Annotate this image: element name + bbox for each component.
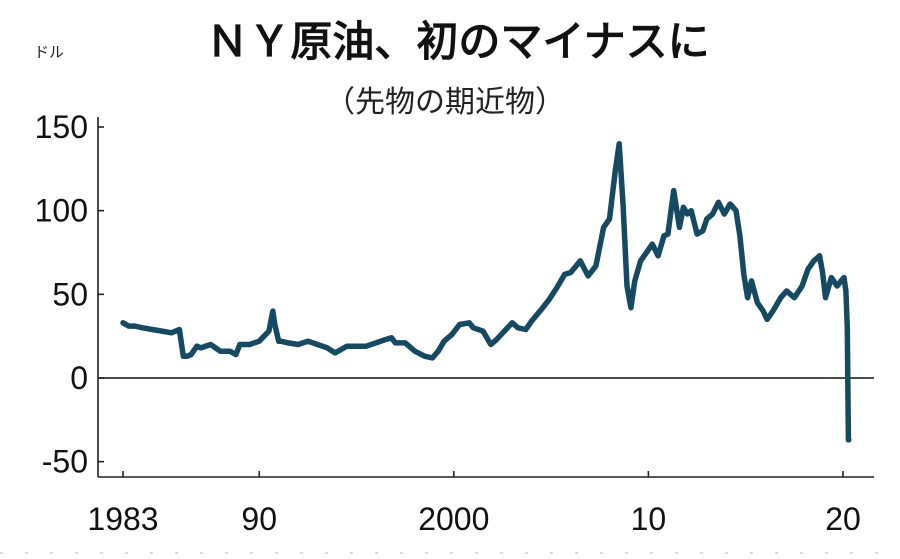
y-axis-ticks: 150 100 50 0 -50 xyxy=(35,109,104,480)
x-tick-label: 90 xyxy=(241,501,277,537)
y-axis-unit-label: ドル xyxy=(34,43,64,61)
x-tick-label: 20 xyxy=(825,501,861,537)
x-tick-label: 1983 xyxy=(87,501,158,537)
price-series-line xyxy=(120,140,852,443)
y-tick-label: 50 xyxy=(52,276,88,312)
x-tick-label: 10 xyxy=(631,501,667,537)
chart-subtitle: （先物の期近物） xyxy=(325,85,565,120)
y-tick-label: 150 xyxy=(35,109,88,145)
x-tick-label: 2000 xyxy=(418,501,489,537)
y-tick-label: -50 xyxy=(42,444,88,480)
x-axis-ticks: 1983 90 2000 10 20 xyxy=(87,471,861,537)
chart-title: ＮＹ原油、初のマイナスに xyxy=(206,17,709,66)
y-tick-label: 100 xyxy=(35,193,88,229)
y-tick-label: 0 xyxy=(70,360,88,396)
